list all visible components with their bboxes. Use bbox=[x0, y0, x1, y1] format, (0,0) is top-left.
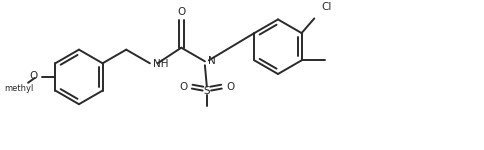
Text: N: N bbox=[207, 56, 215, 66]
Text: O: O bbox=[226, 82, 234, 92]
Text: O: O bbox=[30, 71, 38, 81]
Text: O: O bbox=[177, 6, 185, 16]
Text: methyl: methyl bbox=[4, 84, 34, 93]
Text: O: O bbox=[179, 82, 187, 92]
Text: NH: NH bbox=[152, 59, 168, 69]
Text: Cl: Cl bbox=[320, 2, 331, 12]
Text: S: S bbox=[203, 85, 210, 96]
